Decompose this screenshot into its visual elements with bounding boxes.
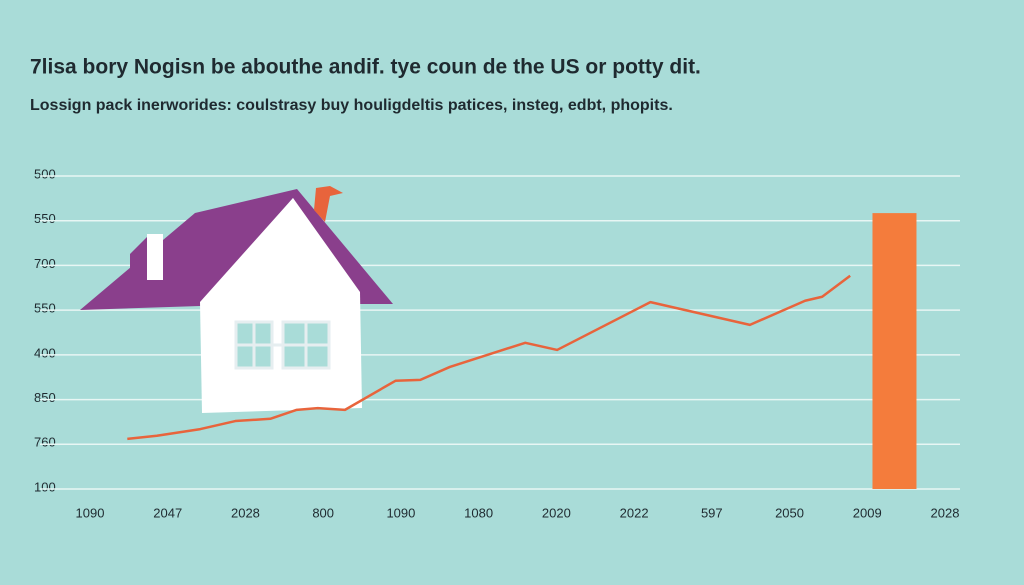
chimney: [314, 186, 343, 222]
x-tick-label: 1090: [76, 505, 105, 520]
y-tick-label: 550: [34, 301, 56, 316]
y-tick-label: 100: [34, 479, 56, 494]
x-tick-label: 1090: [386, 505, 415, 520]
x-tick-label: 2028: [231, 505, 260, 520]
x-tick-label: 2047: [153, 505, 182, 520]
marks: [127, 213, 917, 489]
x-tick-label: 597: [701, 505, 723, 520]
y-tick-label: 550: [34, 211, 56, 226]
y-tick-label: 850: [34, 390, 56, 405]
chart-title: 7lisa bory Nogisn be abouthe andif. tye …: [30, 56, 701, 79]
y-tick-label: 700: [34, 256, 56, 271]
y-tick-label: 400: [34, 345, 56, 360]
x-tick-label: 2022: [620, 505, 649, 520]
y-tick-label: 760: [34, 435, 56, 450]
chimney-white: [147, 234, 163, 280]
y-tick-label: 500: [34, 166, 56, 181]
x-tick-label: 800: [312, 505, 334, 520]
x-tick-label: 2050: [775, 505, 804, 520]
x-tick-label: 2020: [542, 505, 571, 520]
x-tick-label: 2028: [931, 505, 960, 520]
chart-subtitle: Lossign pack inerworides: coulstrasy buy…: [30, 97, 673, 114]
x-tick-label: 1080: [464, 505, 493, 520]
house: [80, 186, 393, 413]
line-series: [127, 274, 851, 441]
x-tick-label: 2009: [853, 505, 882, 520]
bar: [872, 213, 917, 489]
